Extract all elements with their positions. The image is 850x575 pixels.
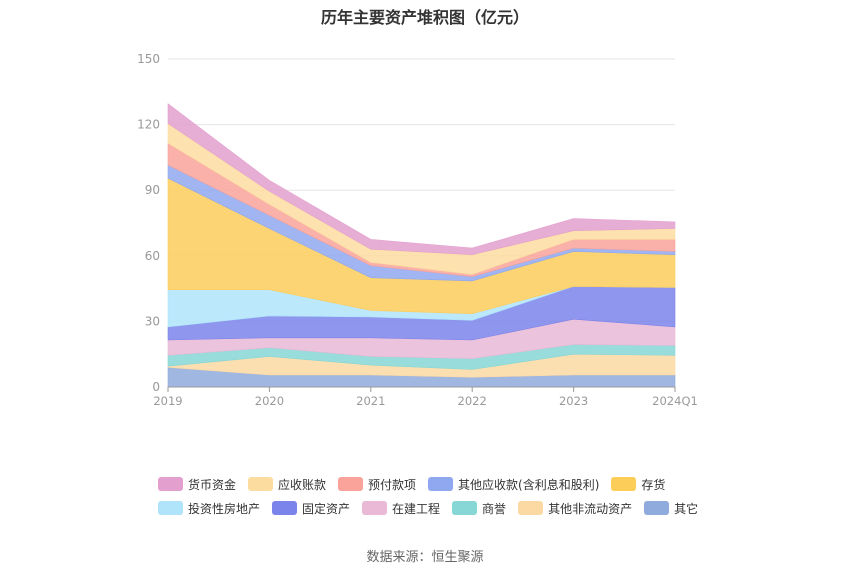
axes: [167, 386, 676, 392]
legend-item[interactable]: 存货: [611, 476, 665, 493]
legend-item[interactable]: 投资性房地产: [158, 500, 260, 517]
legend-item[interactable]: 预付款项: [338, 476, 416, 493]
legend-swatch: [362, 501, 388, 515]
legend-label: 预付款项: [368, 477, 417, 492]
legend-swatch: [428, 477, 454, 491]
legend-item[interactable]: 其他应收款(含利息和股利): [428, 476, 599, 493]
legend-item[interactable]: 其他非流动资产: [518, 500, 632, 517]
y-tick-label: 60: [145, 249, 160, 263]
y-tick-labels: 0 30 60 90 120 150: [137, 52, 160, 394]
stacked-area-chart: 0 30 60 90 120 150 2019 2020 2021 2022 2023 2024Q1: [137, 52, 698, 408]
chart-title: 历年主要资产堆积图（亿元）: [320, 8, 529, 27]
legend-label: 其它: [674, 501, 699, 516]
y-tick-label: 30: [145, 314, 160, 328]
legend-item[interactable]: 货币资金: [158, 476, 236, 493]
legend-label: 其他应收款(含利息和股利): [458, 477, 600, 492]
legend-row: 货币资金 应收账款 预付款项 其他应收款(含利息和股利) 存货: [158, 472, 718, 496]
legend-label: 商誉: [482, 501, 507, 516]
y-tick-label: 90: [145, 183, 160, 197]
legend-swatch: [158, 477, 183, 491]
area-series-10: [167, 103, 676, 256]
legend-item[interactable]: 固定资产: [272, 500, 350, 517]
legend-swatch: [518, 501, 544, 515]
legend-label: 固定资产: [302, 501, 351, 516]
legend-label: 其他非流动资产: [548, 501, 633, 516]
y-tick-label: 120: [137, 118, 160, 132]
y-tick-label: 150: [137, 52, 160, 66]
legend-swatch: [452, 501, 478, 515]
legend-item[interactable]: 其它: [644, 500, 698, 517]
x-tick-label: 2021: [356, 394, 385, 408]
legend-swatch: [158, 501, 183, 515]
legend-item[interactable]: 应收账款: [248, 476, 326, 493]
legend-swatch: [248, 477, 274, 491]
legend-label: 投资性房地产: [188, 501, 261, 516]
x-tick-label: 2024Q1: [652, 394, 698, 408]
x-tick-label: 2019: [153, 394, 182, 408]
legend-row: 投资性房地产 固定资产 在建工程 商誉 其他非流动资产 其它: [158, 496, 718, 520]
x-tick-label: 2022: [458, 394, 487, 408]
x-tick-label: 2020: [255, 394, 284, 408]
legend-swatch: [272, 501, 298, 515]
legend-swatch: [338, 477, 364, 491]
legend-label: 存货: [641, 477, 666, 492]
x-tick-labels: 2019 2020 2021 2022 2023 2024Q1: [153, 394, 697, 408]
legend-swatch: [611, 477, 637, 491]
x-tick-label: 2023: [559, 394, 588, 408]
legend-item[interactable]: 商誉: [452, 500, 506, 517]
y-tick-label: 0: [152, 380, 160, 394]
data-source: 数据来源：恒生聚源: [366, 550, 484, 565]
legend-item[interactable]: 在建工程: [362, 500, 440, 517]
area-series: [167, 103, 676, 388]
legend-label: 货币资金: [188, 477, 237, 492]
legend: 货币资金 应收账款 预付款项 其他应收款(含利息和股利) 存货 投资性房地产 固定资产 在建…: [158, 472, 718, 520]
legend-label: 在建工程: [392, 501, 441, 516]
legend-swatch: [644, 501, 670, 515]
legend-label: 应收账款: [278, 477, 327, 492]
